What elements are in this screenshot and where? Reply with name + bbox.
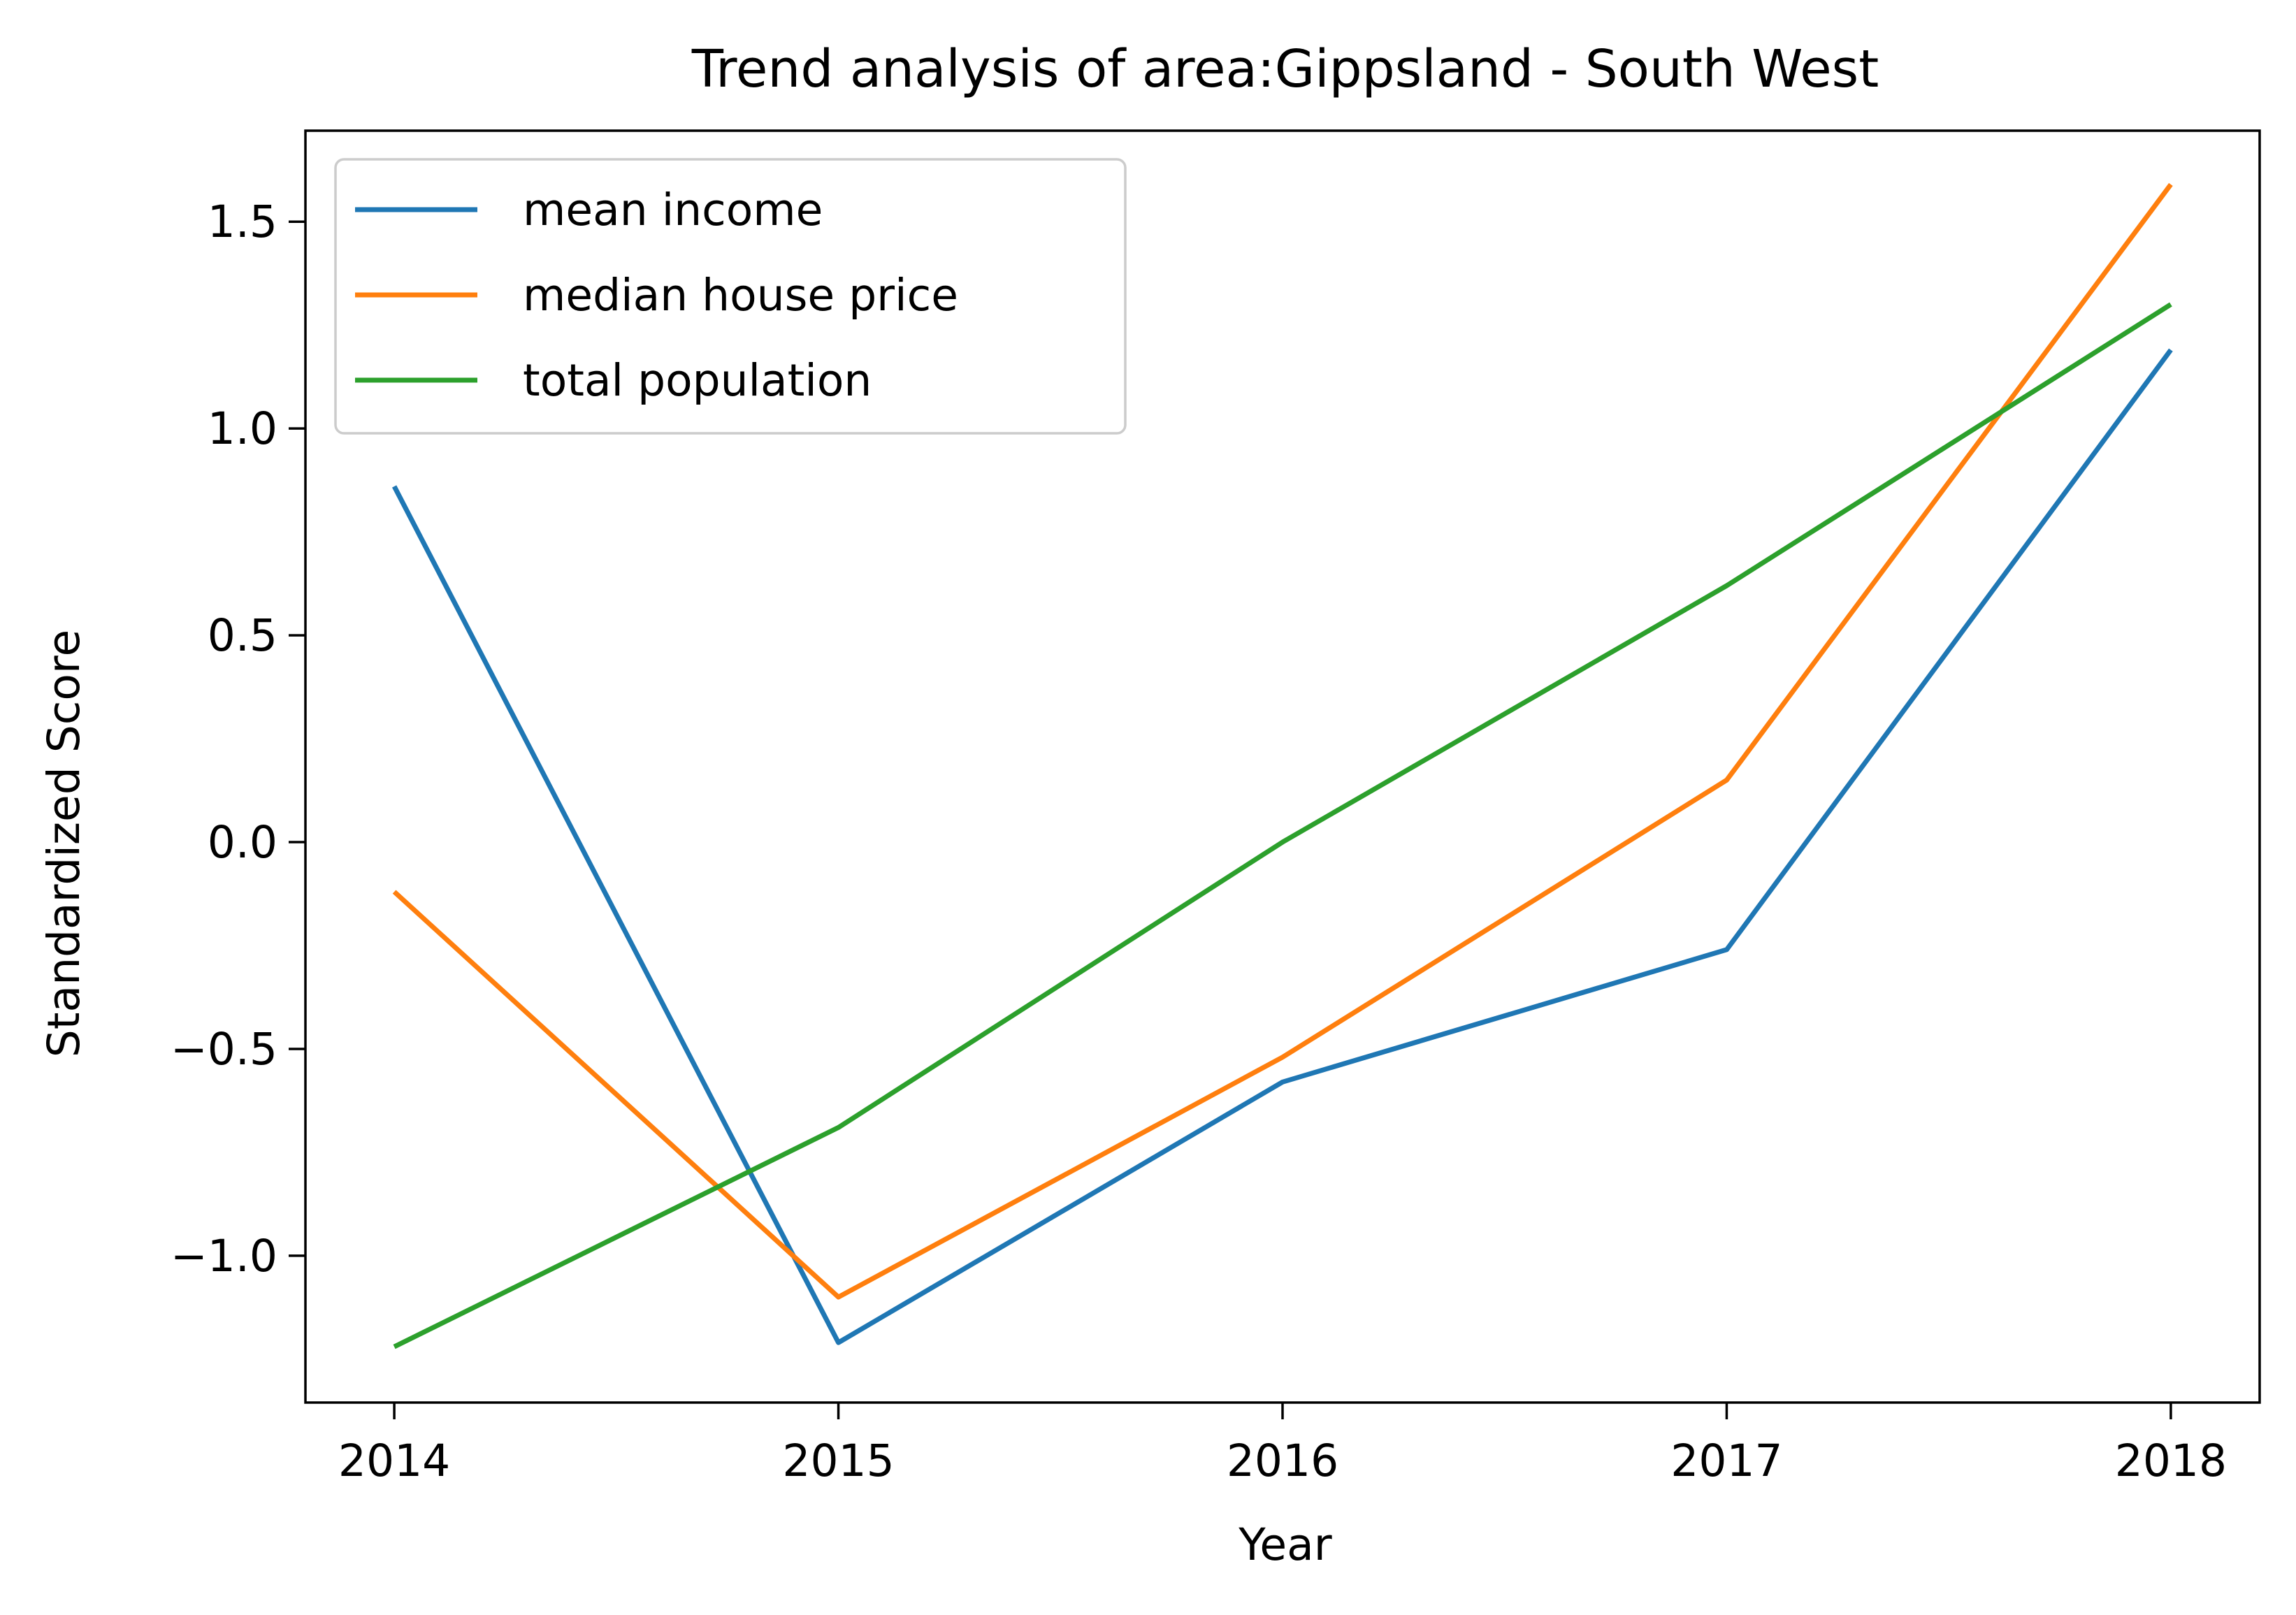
y-axis-label: Standardized Score	[38, 630, 89, 1057]
y-tick-label: 1.5	[208, 196, 277, 247]
series-line-mean-income	[391, 348, 2173, 1345]
x-tick-label: 2018	[2115, 1435, 2227, 1486]
y-tick-label: −0.5	[171, 1024, 277, 1075]
y-axis: −1.0 −0.5 0.0 0.5 1.0 1.5	[171, 196, 305, 1282]
x-axis: 2014 2015 2016 2017 2018	[338, 1403, 2227, 1486]
series-line-total-population	[393, 302, 2172, 1349]
legend-entry-label: total population	[523, 355, 872, 406]
legend: mean income median house price total popul…	[334, 158, 1127, 435]
legend-box	[334, 158, 1127, 435]
y-tick-label: 1.0	[208, 403, 277, 454]
chart-title: Trend analysis of area:Gippsland - South…	[691, 39, 1879, 99]
y-tick-label: 0.5	[208, 610, 277, 661]
x-tick-label: 2016	[1227, 1435, 1338, 1486]
series-line-median-house-price	[392, 182, 2173, 1300]
x-axis-label: Year	[1238, 1519, 1331, 1570]
series-layer	[391, 182, 2173, 1349]
y-tick-label: −1.0	[171, 1231, 277, 1282]
x-tick-label: 2017	[1670, 1435, 1782, 1486]
legend-entry-label: median house price	[523, 270, 958, 321]
legend-entry-label: mean income	[523, 184, 823, 236]
x-tick-label: 2014	[338, 1435, 450, 1486]
x-tick-label: 2015	[782, 1435, 894, 1486]
y-tick-label: 0.0	[208, 817, 277, 868]
